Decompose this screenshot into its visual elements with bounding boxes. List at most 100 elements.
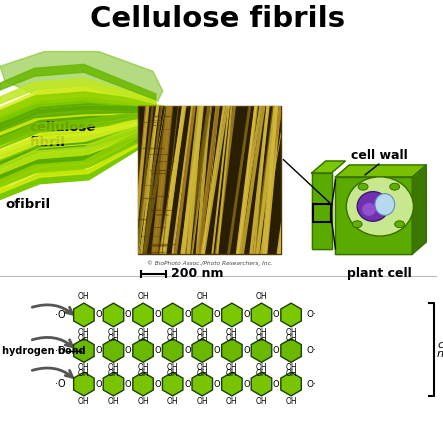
- Text: OH: OH: [256, 292, 267, 301]
- Polygon shape: [103, 303, 124, 327]
- Text: O·: O·: [307, 346, 317, 355]
- Polygon shape: [0, 124, 153, 180]
- Text: OH: OH: [137, 369, 149, 378]
- Polygon shape: [335, 165, 426, 177]
- Text: O: O: [214, 380, 220, 389]
- Text: O: O: [243, 311, 250, 319]
- Polygon shape: [335, 177, 412, 254]
- Polygon shape: [163, 372, 183, 396]
- Polygon shape: [133, 303, 153, 327]
- Text: OH: OH: [78, 363, 89, 372]
- Polygon shape: [312, 161, 346, 173]
- Polygon shape: [74, 338, 94, 362]
- Polygon shape: [0, 105, 153, 135]
- Ellipse shape: [358, 183, 368, 190]
- Text: OH: OH: [256, 328, 267, 337]
- Text: OH: OH: [226, 369, 238, 378]
- Text: OH: OH: [196, 292, 208, 301]
- Ellipse shape: [346, 177, 413, 236]
- Polygon shape: [0, 111, 153, 148]
- Text: OH: OH: [285, 363, 297, 372]
- Text: O: O: [125, 311, 132, 319]
- Text: OH: OH: [78, 397, 89, 406]
- Polygon shape: [312, 173, 331, 249]
- Polygon shape: [0, 64, 156, 100]
- Polygon shape: [0, 78, 156, 104]
- Text: OH: OH: [78, 369, 89, 378]
- Ellipse shape: [357, 192, 389, 221]
- Text: OH: OH: [137, 397, 149, 406]
- Text: OH: OH: [285, 369, 297, 378]
- Polygon shape: [0, 51, 163, 106]
- Text: OH: OH: [196, 328, 208, 337]
- Text: OH: OH: [256, 363, 267, 372]
- Text: OH: OH: [167, 334, 179, 343]
- Polygon shape: [0, 106, 156, 132]
- Polygon shape: [0, 121, 156, 187]
- Text: OH: OH: [137, 328, 149, 337]
- Text: OH: OH: [137, 334, 149, 343]
- Text: O: O: [214, 346, 220, 355]
- Ellipse shape: [395, 221, 404, 228]
- Text: OH: OH: [196, 363, 208, 372]
- Polygon shape: [251, 372, 272, 396]
- Text: OH: OH: [167, 328, 179, 337]
- Text: O: O: [273, 380, 280, 389]
- Text: OH: OH: [256, 397, 267, 406]
- Text: O: O: [243, 346, 250, 355]
- Text: OH: OH: [108, 369, 119, 378]
- Polygon shape: [0, 130, 153, 193]
- Text: O: O: [155, 380, 161, 389]
- Polygon shape: [0, 101, 163, 197]
- Ellipse shape: [352, 221, 362, 228]
- Polygon shape: [192, 303, 213, 327]
- Text: OH: OH: [167, 369, 179, 378]
- Polygon shape: [133, 338, 153, 362]
- Polygon shape: [103, 372, 124, 396]
- Polygon shape: [0, 114, 153, 154]
- Text: OH: OH: [285, 397, 297, 406]
- Text: OH: OH: [196, 334, 208, 343]
- Polygon shape: [163, 303, 183, 327]
- Text: OH: OH: [78, 334, 89, 343]
- Polygon shape: [412, 165, 426, 254]
- Polygon shape: [0, 114, 156, 159]
- Text: hydrogen bond: hydrogen bond: [2, 346, 85, 355]
- Polygon shape: [0, 86, 153, 116]
- Text: Cellulose fibrils: Cellulose fibrils: [90, 5, 346, 33]
- Text: O: O: [155, 311, 161, 319]
- Text: ·O: ·O: [55, 379, 66, 389]
- Text: OH: OH: [256, 369, 267, 378]
- Text: c: c: [437, 340, 443, 350]
- Text: OH: OH: [137, 363, 149, 372]
- Text: OH: OH: [108, 328, 119, 337]
- Text: ·O: ·O: [55, 310, 66, 320]
- Polygon shape: [0, 118, 156, 173]
- Polygon shape: [74, 372, 94, 396]
- Polygon shape: [0, 132, 153, 199]
- Polygon shape: [133, 372, 153, 396]
- Text: OH: OH: [196, 397, 208, 406]
- Text: O: O: [95, 311, 102, 319]
- Text: O: O: [243, 380, 250, 389]
- Polygon shape: [222, 303, 242, 327]
- Text: OH: OH: [137, 292, 149, 301]
- Polygon shape: [0, 127, 153, 187]
- Text: O: O: [273, 311, 280, 319]
- Polygon shape: [251, 338, 272, 362]
- Polygon shape: [74, 303, 94, 327]
- Text: ofibril: ofibril: [5, 198, 50, 211]
- Polygon shape: [222, 338, 242, 362]
- Text: OH: OH: [226, 334, 238, 343]
- Text: © BioPhoto Assoc./Photo Researchers, Inc.: © BioPhoto Assoc./Photo Researchers, Inc…: [147, 261, 272, 267]
- Text: O·: O·: [307, 311, 317, 319]
- Text: OH: OH: [78, 292, 89, 301]
- Text: OH: OH: [108, 334, 119, 343]
- Polygon shape: [163, 338, 183, 362]
- Text: OH: OH: [256, 334, 267, 343]
- Text: O: O: [125, 346, 132, 355]
- Ellipse shape: [375, 194, 395, 215]
- Text: OH: OH: [196, 369, 208, 378]
- Polygon shape: [192, 338, 213, 362]
- Polygon shape: [281, 338, 301, 362]
